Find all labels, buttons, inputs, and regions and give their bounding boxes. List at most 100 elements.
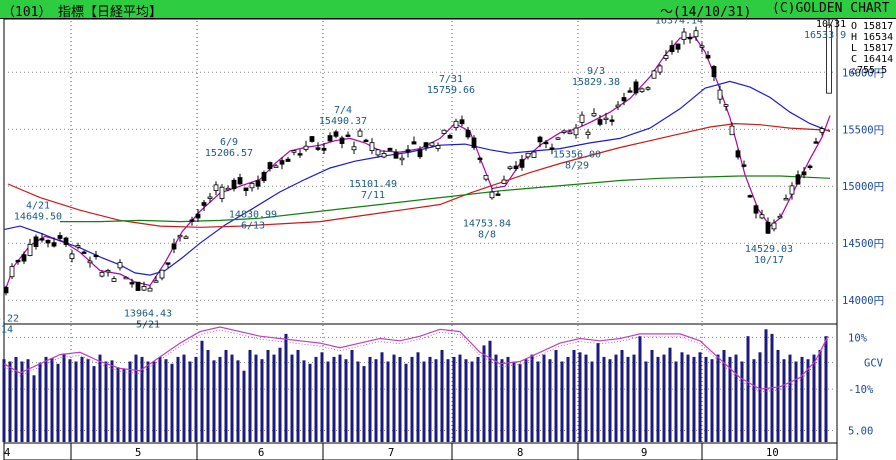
- volume-bar: [590, 361, 594, 442]
- volume-bar: [728, 356, 732, 442]
- volume-bar: [608, 359, 612, 442]
- volume-bar: [698, 352, 702, 442]
- price-tick-label: 16000円: [842, 67, 884, 79]
- volume-bar: [710, 359, 714, 442]
- volume-bar: [344, 359, 348, 442]
- volume-bar: [512, 361, 516, 442]
- candle-body: [669, 45, 675, 53]
- volume-bar: [734, 354, 738, 442]
- volume-bar: [572, 350, 576, 442]
- chart-canvas: 14000円 14500円 15000円 15500円 16000円 85.22/14 4/…: [0, 19, 893, 460]
- volume-tick-label: 5.00: [848, 426, 873, 438]
- volume-bar: [470, 361, 474, 442]
- last-close-label: 16533.9: [804, 30, 846, 41]
- peak-value-label: 15829.38: [572, 77, 620, 88]
- candle-body: [447, 135, 453, 139]
- volume-bar: [602, 356, 606, 442]
- candle-body: [441, 129, 447, 134]
- candle-body: [69, 253, 75, 259]
- candle-body: [273, 165, 279, 168]
- candle-body: [699, 45, 705, 48]
- volume-bar: [482, 345, 486, 442]
- ohlc-close: C 16414: [851, 54, 893, 65]
- volume-bar: [584, 354, 588, 442]
- trough-date-label: 8/8: [478, 230, 496, 241]
- candle-body: [531, 151, 537, 158]
- volume-bar: [824, 336, 828, 442]
- candle-body-last: [826, 24, 832, 94]
- candle-body: [645, 87, 651, 90]
- volume-bar: [224, 350, 228, 442]
- month-axis: 4 5 6 7 8 9 10: [4, 443, 779, 460]
- volume-bar: [674, 361, 678, 442]
- ohlc-change: △755.5: [851, 65, 887, 76]
- ohlc-low: L 15817: [851, 43, 893, 54]
- candle-body: [3, 286, 9, 294]
- volume-bar: [560, 361, 564, 442]
- candle-body: [261, 172, 267, 182]
- volume-bar: [380, 352, 384, 442]
- candle-body: [501, 179, 507, 184]
- candle-body: [579, 114, 585, 123]
- volume-bar: [800, 356, 804, 442]
- candle-body: [105, 270, 111, 273]
- candle-body: [15, 259, 21, 263]
- candle-body: [399, 157, 405, 161]
- candle-body: [237, 177, 243, 185]
- volume-bar: [392, 354, 396, 442]
- candle-body: [309, 136, 315, 142]
- trough-date-label: 7/11: [361, 190, 385, 201]
- candle-body: [177, 234, 183, 238]
- candle-body: [45, 239, 51, 244]
- volume-bar: [218, 356, 222, 442]
- volume-bar: [278, 347, 282, 442]
- peak-value-label: 15206.57: [205, 148, 253, 159]
- volume-bar: [200, 340, 204, 442]
- volume-bar: [20, 361, 24, 442]
- volume-bar: [578, 352, 582, 442]
- volume-bar: [794, 361, 798, 442]
- candle-body: [711, 65, 717, 78]
- candle-body: [93, 254, 99, 258]
- volume-bar: [26, 359, 30, 442]
- volume-bar: [614, 354, 618, 442]
- trough-value-label: 85.22: [0, 313, 19, 324]
- volume-bar: [332, 356, 336, 442]
- candle-body: [219, 186, 225, 199]
- candle-body: [333, 131, 339, 137]
- candle-body: [651, 70, 657, 79]
- ohlc-readout: 10/31 16533.9 O 15817 H 16534 L 15817 C …: [804, 19, 893, 76]
- volume-bar: [284, 333, 288, 442]
- price-panel: 14000円 14500円 15000円 15500円 16000円 85.22/14 4/…: [0, 19, 884, 442]
- peak-date-label: 6/9: [220, 137, 238, 148]
- candle-body: [243, 187, 249, 192]
- volume-bar: [758, 352, 762, 442]
- volume-bar: [410, 356, 414, 442]
- volume-bar: [32, 375, 36, 442]
- price-tick-label: 14000円: [842, 295, 884, 307]
- volume-bar: [806, 359, 810, 442]
- candle-body: [33, 236, 39, 247]
- candle-body: [321, 147, 327, 151]
- candle-body: [123, 276, 129, 280]
- candle-body: [141, 286, 147, 291]
- candle-body: [549, 147, 555, 150]
- trough-value-label: 14753.84: [463, 219, 511, 230]
- volume-bar: [716, 354, 720, 442]
- candle-body: [423, 142, 429, 148]
- candle-body: [411, 141, 417, 145]
- candle-body: [111, 278, 117, 282]
- volume-tick-label: GCV: [864, 358, 884, 370]
- candle-body: [627, 90, 633, 93]
- candle-body: [585, 131, 591, 136]
- month-label: 10: [766, 447, 779, 459]
- volume-bar: [782, 359, 786, 442]
- volume-bar: [194, 356, 198, 442]
- volume-bar: [242, 370, 246, 442]
- candle-body: [327, 135, 333, 142]
- month-label: 5: [135, 447, 141, 459]
- volume-bar: [662, 354, 666, 442]
- candle-body: [249, 182, 255, 189]
- volume-bar: [122, 368, 126, 442]
- volume-bar: [686, 354, 690, 442]
